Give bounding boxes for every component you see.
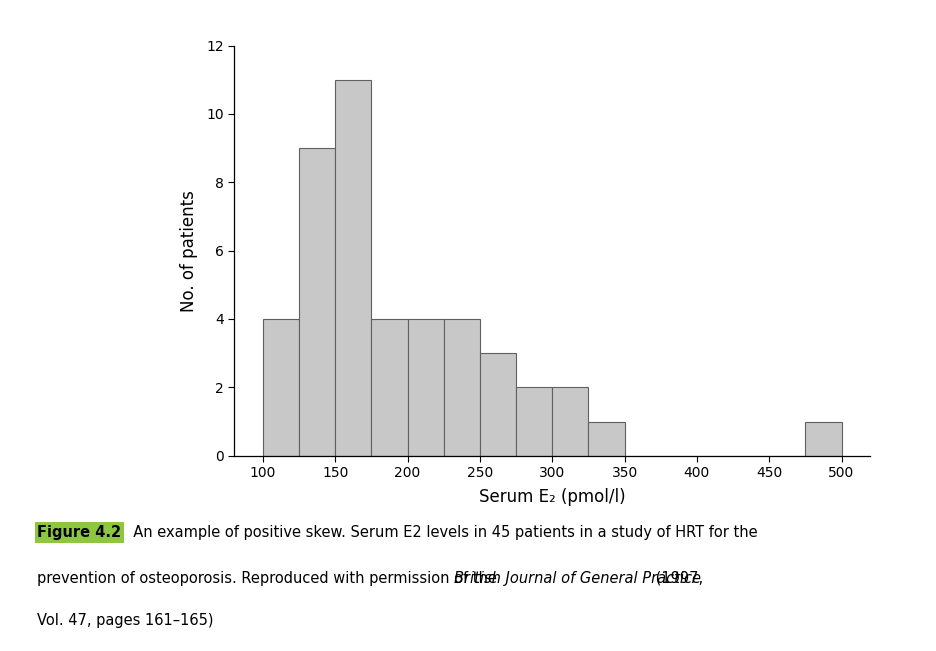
Text: British Journal of General Practice: British Journal of General Practice [454,571,701,586]
Bar [805,422,841,456]
Bar [552,387,589,456]
Text: An example of positive skew. Serum E2 levels in 45 patients in a study of HRT fo: An example of positive skew. Serum E2 le… [124,525,757,540]
Bar [516,387,552,456]
Bar [444,319,480,456]
Text: prevention of osteoporosis. Reproduced with permission of the: prevention of osteoporosis. Reproduced w… [37,571,502,586]
Bar [372,319,407,456]
X-axis label: Serum E₂ (pmol/l): Serum E₂ (pmol/l) [479,488,625,506]
Y-axis label: No. of patients: No. of patients [180,189,197,312]
Text: (1997,: (1997, [651,571,703,586]
Text: Figure 4.2: Figure 4.2 [37,525,122,540]
Bar [480,353,516,456]
Text: Vol. 47, pages 161–165): Vol. 47, pages 161–165) [37,613,214,628]
Bar [407,319,444,456]
Bar [335,80,372,456]
Bar [300,148,335,456]
Bar [589,422,624,456]
Bar [263,319,300,456]
